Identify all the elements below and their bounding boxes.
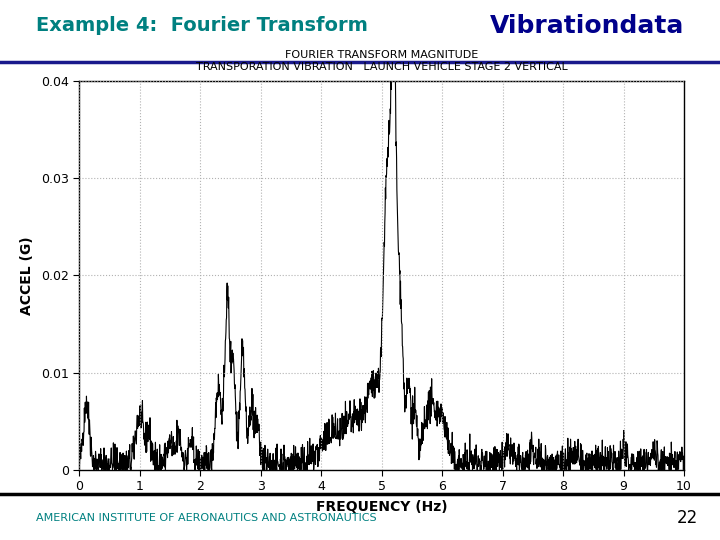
- X-axis label: FREQUENCY (Hz): FREQUENCY (Hz): [316, 500, 447, 514]
- Text: Example 4:  Fourier Transform: Example 4: Fourier Transform: [36, 16, 368, 36]
- Y-axis label: ACCEL (G): ACCEL (G): [20, 236, 34, 315]
- Text: 22: 22: [677, 509, 698, 527]
- Text: AMERICAN INSTITUTE OF AERONAUTICS AND ASTRONAUTICS: AMERICAN INSTITUTE OF AERONAUTICS AND AS…: [36, 513, 377, 523]
- Text: Vibrationdata: Vibrationdata: [490, 14, 684, 38]
- Title: FOURIER TRANSFORM MAGNITUDE
TRANSPORATION VIBRATION   LAUNCH VEHICLE STAGE 2 VER: FOURIER TRANSFORM MAGNITUDE TRANSPORATIO…: [196, 50, 567, 72]
